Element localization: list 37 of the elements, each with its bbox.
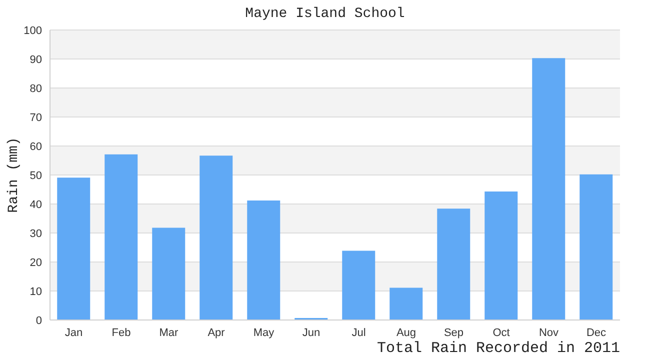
- y-tick-label: 50: [30, 170, 42, 182]
- bar: [247, 200, 280, 320]
- x-tick-label: Dec: [586, 326, 607, 339]
- bar: [532, 58, 566, 320]
- bar: [342, 250, 376, 320]
- y-tick-label: 0: [36, 314, 42, 327]
- x-tick-label: Mar: [159, 326, 179, 339]
- y-tick-label: 70: [30, 112, 42, 124]
- bar: [104, 154, 138, 320]
- y-tick-label: 60: [30, 140, 42, 153]
- y-tick-label: 100: [24, 24, 42, 37]
- y-tick-label: 30: [30, 228, 42, 240]
- y-axis-title: Rain (mm): [6, 137, 22, 213]
- x-tick-label: Nov: [538, 326, 560, 339]
- y-tick-label: 40: [30, 198, 42, 211]
- bar: [200, 156, 233, 320]
- bar: [57, 178, 90, 320]
- x-axis-title: Total Rain Recorded in 2011: [376, 340, 620, 357]
- x-tick-label: Sep: [444, 326, 464, 339]
- chart-title: Mayne Island School: [244, 6, 406, 22]
- y-tick-label: 90: [30, 54, 42, 66]
- x-tick-label: Aug: [396, 326, 416, 339]
- bar: [152, 228, 186, 320]
- bar: [484, 192, 518, 320]
- bar: [580, 174, 613, 320]
- bar: [437, 208, 470, 320]
- x-tick-label: Jan: [64, 326, 83, 339]
- x-tick-label: Jul: [352, 326, 366, 339]
- y-tick-label: 80: [30, 82, 42, 95]
- x-tick-label: Apr: [208, 326, 226, 339]
- x-tick-label: Oct: [492, 326, 510, 339]
- y-tick-label: 10: [30, 286, 42, 298]
- bar: [390, 288, 423, 320]
- y-tick-label: 20: [30, 256, 42, 269]
- x-tick-label: Jun: [302, 326, 320, 339]
- x-tick-label: Feb: [112, 326, 131, 339]
- x-tick-label: May: [253, 326, 275, 339]
